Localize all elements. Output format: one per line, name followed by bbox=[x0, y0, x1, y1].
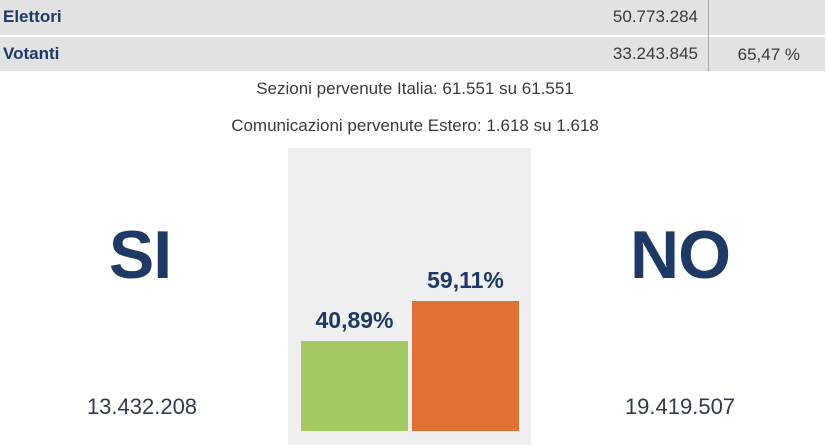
votanti-percentage: 65,47 % bbox=[737, 45, 800, 64]
stats-table: Elettori 50.773.284 Votanti 33.243.845 6… bbox=[0, 0, 825, 71]
si-heading: SI bbox=[108, 217, 172, 293]
stats-row-votanti: Votanti 33.243.845 65,47 % bbox=[0, 37, 825, 72]
si-vote-count: 13.432.208 bbox=[86, 394, 198, 419]
elettori-value: 50.773.284 bbox=[612, 7, 698, 26]
bar-si bbox=[301, 341, 408, 431]
stats-row-elettori: Elettori 50.773.284 bbox=[0, 0, 825, 35]
comunicazioni-info: Comunicazioni pervenute Estero: 1.618 su… bbox=[231, 116, 599, 135]
row-divider bbox=[0, 35, 825, 37]
votanti-label: Votanti bbox=[3, 44, 60, 63]
votanti-value: 33.243.845 bbox=[612, 44, 698, 63]
no-vote-count: 19.419.507 bbox=[624, 394, 736, 419]
elettori-label: Elettori bbox=[3, 7, 62, 26]
bar-label-no: 59,11% bbox=[427, 267, 504, 293]
bar-no bbox=[412, 301, 519, 431]
column-divider bbox=[708, 0, 709, 71]
no-heading: NO bbox=[630, 217, 731, 293]
sezioni-info: Sezioni pervenute Italia: 61.551 su 61.5… bbox=[256, 79, 574, 98]
results-chart: 40,89% 59,11% bbox=[288, 148, 531, 445]
bar-label-si: 40,89% bbox=[315, 307, 394, 333]
